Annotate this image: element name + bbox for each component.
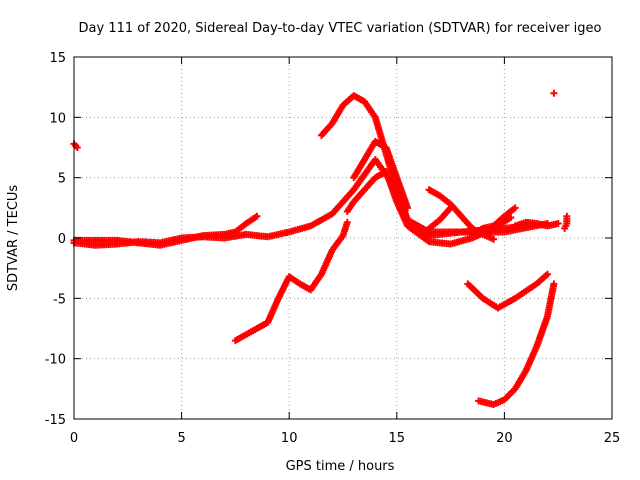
y-tick-label: 5 <box>58 172 66 187</box>
data-layer <box>70 89 571 409</box>
x-axis-label: GPS time / hours <box>286 459 395 474</box>
x-tick-label: 20 <box>496 431 513 446</box>
series-track-14 <box>561 212 571 232</box>
series-track-4 <box>231 218 351 345</box>
x-tick-label: 15 <box>389 431 406 446</box>
series-track-10 <box>468 204 519 238</box>
y-tick-label: 15 <box>49 51 66 66</box>
series-track-13 <box>511 218 562 230</box>
data-point <box>73 144 81 151</box>
chart-title: Day 111 of 2020, Sidereal Day-to-day VTE… <box>79 21 602 36</box>
x-tick-label: 10 <box>281 431 298 446</box>
data-point <box>550 89 558 97</box>
series-track-15 <box>550 89 558 97</box>
series-track-3 <box>70 212 261 249</box>
y-tick-label: -5 <box>53 292 66 307</box>
data-point <box>543 270 551 278</box>
data-point <box>507 213 515 221</box>
data-point <box>404 204 412 212</box>
y-tick-label: -10 <box>45 353 66 368</box>
data-point <box>343 218 351 226</box>
y-tick-label: 0 <box>58 232 66 247</box>
data-point <box>563 212 571 220</box>
data-point <box>253 212 261 220</box>
y-tick-label: -15 <box>45 413 66 428</box>
y-axis-label: SDTVAR / TECUs <box>6 185 21 292</box>
x-tick-label: 5 <box>177 431 185 446</box>
ticks: 0 5 10 15 20 25 -15 -10 -5 0 5 10 15 <box>45 51 621 446</box>
data-point <box>490 235 498 243</box>
x-tick-label: 25 <box>604 431 621 446</box>
x-tick-label: 0 <box>70 431 78 446</box>
series-track-7 <box>350 137 412 212</box>
data-point <box>550 280 558 288</box>
series-track-12 <box>475 280 558 409</box>
series-track-11 <box>464 270 551 312</box>
data-point <box>511 204 519 212</box>
grid <box>74 57 612 419</box>
y-tick-label: 10 <box>49 111 66 126</box>
data-point <box>554 220 562 228</box>
